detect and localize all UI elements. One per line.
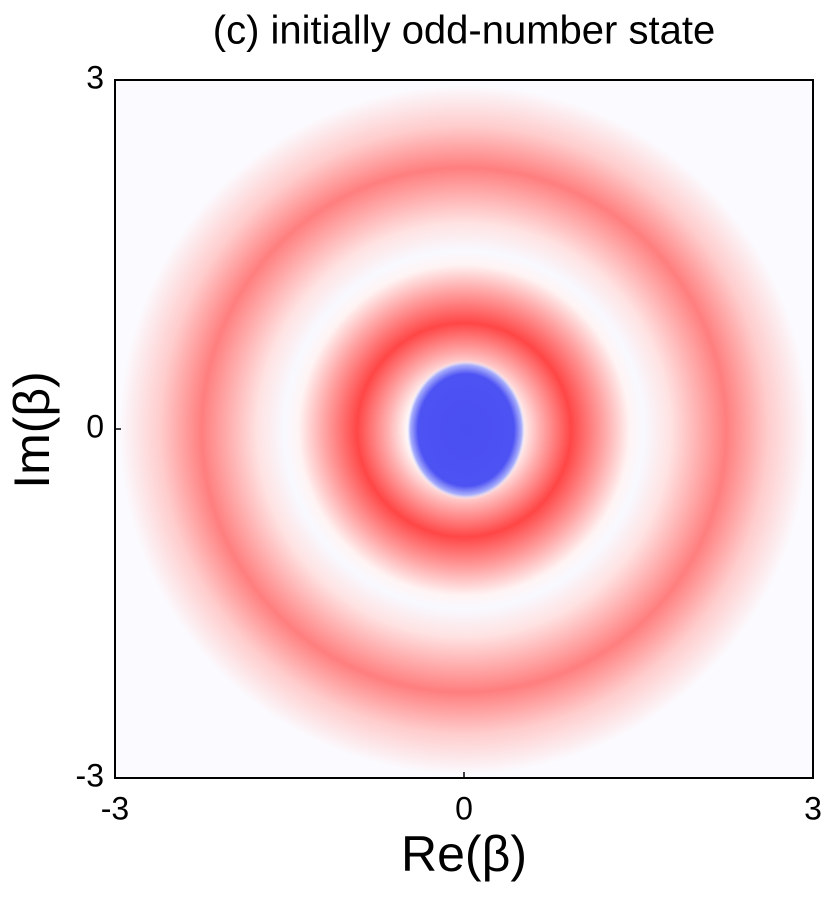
density-field bbox=[115, 80, 813, 778]
y-tick-label: -3 bbox=[76, 757, 104, 793]
x-tick-label: 0 bbox=[455, 790, 473, 826]
y-axis-label: Im(β) bbox=[4, 371, 60, 489]
x-tick-label: 3 bbox=[804, 790, 822, 826]
chart-title: (c) initially odd-number state bbox=[213, 9, 715, 53]
x-axis-label: Re(β) bbox=[401, 826, 527, 882]
negative-core bbox=[406, 360, 526, 500]
x-tick-label: -3 bbox=[101, 790, 129, 826]
y-tick-label: 0 bbox=[86, 408, 104, 444]
y-tick-label: 3 bbox=[86, 59, 104, 95]
